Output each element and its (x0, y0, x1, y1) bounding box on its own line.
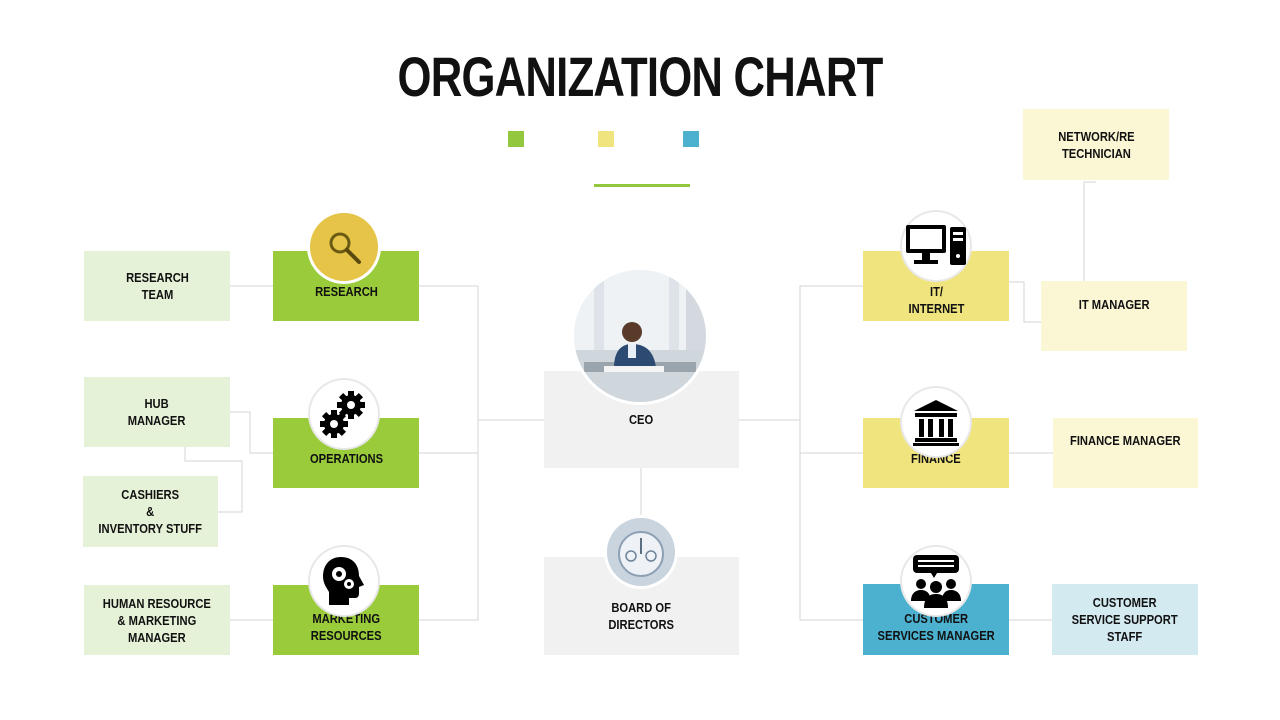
gears-icon (320, 391, 365, 438)
bank-icon (913, 400, 959, 446)
title-underline (594, 184, 690, 187)
research-icon-circle (310, 213, 378, 281)
finance-manager-label: FINANCE MANAGER (1070, 432, 1181, 448)
stopwatch-icon (607, 518, 675, 586)
research-label: RESEARCH (314, 283, 378, 299)
legend-yellow-square (598, 131, 614, 147)
ceo-label: CEO (629, 412, 654, 427)
person-photo-icon (574, 270, 706, 402)
hub-manager-box: HUB MANAGER (84, 377, 230, 447)
cashiers-label: CASHIERS & INVENTORY STUFF (98, 487, 203, 536)
legend-green-square (508, 131, 524, 147)
magnifier-icon (329, 232, 361, 264)
marketing-icon-circle (310, 547, 378, 615)
research-team-box: RESEARCH TEAM (84, 251, 230, 321)
computer-icon (906, 225, 966, 265)
operations-icon-circle (310, 380, 378, 448)
hr-marketing-box: HUMAN RESOURCE & MARKETING MANAGER (84, 585, 230, 655)
customer-label: CUSTOMER SERVICES MANAGER (877, 610, 995, 643)
finance-manager-box: FINANCE MANAGER (1053, 418, 1198, 488)
it-label: IT/ INTERNET (908, 284, 964, 316)
head-gears-icon (323, 557, 364, 605)
hub-manager-label: HUB MANAGER (128, 396, 186, 428)
research-team-label: RESEARCH TEAM (125, 270, 189, 302)
board-label: BOARD OF DIRECTORS (608, 600, 675, 632)
it-manager-label: IT MANAGER (1078, 296, 1150, 312)
operations-label: OPERATIONS (309, 450, 383, 466)
support-staff-label: CUSTOMER SERVICE SUPPORT STAFF (1071, 595, 1179, 644)
customer-icon-circle (902, 547, 970, 615)
hr-marketing-label: HUMAN RESOURCE & MARKETING MANAGER (102, 595, 212, 645)
marketing-label: MARKETING RESOURCES (310, 611, 382, 643)
support-staff-box: CUSTOMER SERVICE SUPPORT STAFF (1052, 584, 1198, 655)
network-technician-label: NETWORK/RE TECHNICIAN (1057, 128, 1135, 161)
network-technician-box: NETWORK/RE TECHNICIAN (1023, 109, 1169, 180)
marketing-box: MARKETING RESOURCES (273, 585, 419, 655)
it-manager-box: IT MANAGER (1041, 281, 1187, 351)
cashiers-box: CASHIERS & INVENTORY STUFF (83, 476, 218, 547)
board-photo (607, 518, 675, 586)
finance-icon-circle (902, 388, 970, 456)
page-title: ORGANIZATION CHART (397, 45, 883, 108)
it-icon-circle (902, 212, 970, 280)
ceo-photo (574, 270, 706, 402)
customer-group-icon (911, 555, 961, 608)
legend-blue-square (683, 131, 699, 147)
finance-label: FINANCE (911, 450, 961, 466)
